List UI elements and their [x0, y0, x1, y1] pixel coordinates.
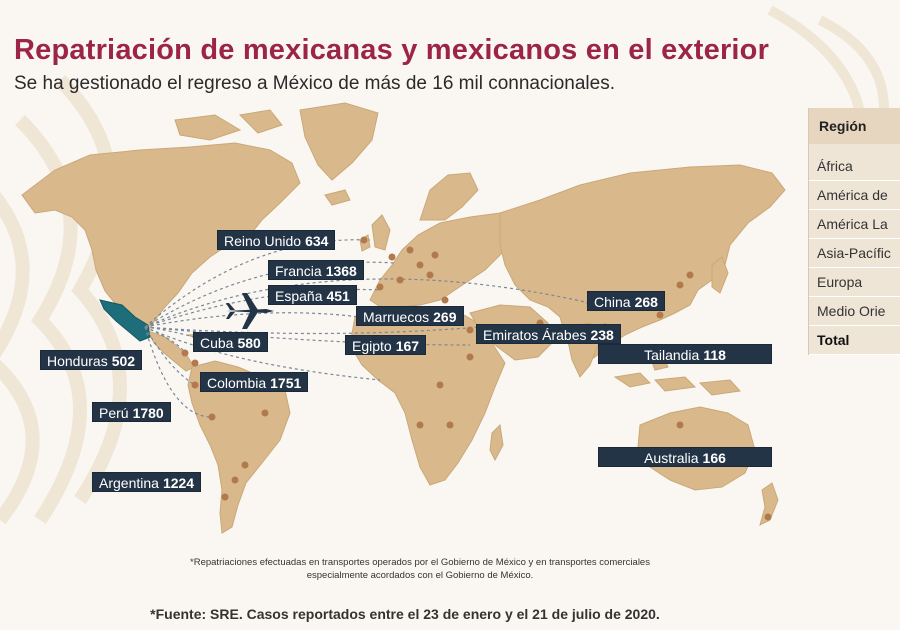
footnote-line-2: especialmente acordados con el Gobierno …: [306, 570, 534, 581]
asia-shape: [499, 164, 786, 366]
label-argentina: Argentina 1224: [92, 472, 202, 492]
footnote: *Repatriaciones efectuadas en transporte…: [0, 556, 840, 582]
label-honduras: Honduras 502: [40, 350, 143, 370]
label-tailandia: Tailandia 118: [598, 344, 772, 364]
region-row: Medio Orie: [809, 297, 900, 326]
label-china: China 268: [587, 291, 665, 311]
label-emiratos-arabes: Emiratos Árabes 238: [476, 324, 621, 344]
greenland-shape: [299, 102, 379, 181]
region-row: América La: [809, 210, 900, 239]
uk-shape: [371, 214, 391, 251]
label-egipto: Egipto 167: [345, 335, 427, 355]
label-reino-unido: Reino Unido 634: [217, 230, 336, 250]
label-espana: España 451: [268, 285, 357, 305]
japan-shape: [711, 256, 729, 294]
label-peru: Perú 1780: [92, 402, 171, 422]
region-table: Región África América de América La Asia…: [808, 108, 900, 355]
label-francia: Francia 1368: [268, 260, 364, 280]
page-title: Repatriación de mexicanas y mexicanos en…: [14, 34, 770, 66]
label-australia: Australia 166: [598, 447, 772, 467]
page-subtitle: Se ha gestionado el regreso a México de …: [14, 73, 615, 94]
north-america-shape: [21, 142, 301, 332]
footnote-line-1: *Repatriaciones efectuadas en transporte…: [190, 557, 650, 568]
region-table-header: Región: [809, 108, 900, 144]
label-colombia: Colombia 1751: [200, 372, 309, 392]
europe-shape: [369, 212, 521, 311]
region-row: América de: [809, 181, 900, 210]
world-map: [21, 102, 786, 534]
region-total-row: Total: [809, 326, 900, 355]
region-row: Asia-Pacífic: [809, 239, 900, 268]
continents: [21, 102, 786, 534]
airplane-icon: [226, 293, 274, 329]
region-row: África: [809, 152, 900, 181]
source-note: *Fuente: SRE. Casos reportados entre el …: [150, 606, 660, 622]
region-row: Europa: [809, 268, 900, 297]
mexico-shape: [99, 299, 151, 342]
label-cuba: Cuba 580: [193, 332, 268, 352]
label-marruecos: Marruecos 269: [356, 306, 464, 326]
